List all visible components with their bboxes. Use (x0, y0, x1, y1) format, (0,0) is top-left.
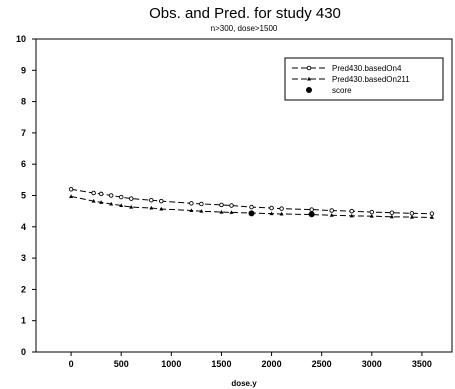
data-point (149, 197, 154, 203)
series-1 (68, 186, 435, 216)
data-point (118, 194, 124, 200)
data-point (369, 209, 375, 215)
y-tick-label: 1 (21, 316, 26, 326)
series-2 (69, 194, 434, 219)
data-point (369, 213, 374, 218)
legend-marker (306, 87, 312, 93)
data-point (248, 210, 255, 217)
data-point (219, 209, 224, 214)
x-axis: 0 500 1000 1500 2000 2500 3000 3500 (69, 352, 432, 369)
series-line (71, 188, 432, 215)
data-point (119, 203, 124, 208)
data-point (149, 205, 154, 210)
legend-marker (307, 76, 311, 81)
data-point (91, 190, 96, 196)
data-point (409, 214, 414, 219)
y-tick-label: 2 (21, 284, 26, 294)
legend: Pred430.basedOn4 Pred430.basedOn211 score (284, 57, 444, 101)
data-point (189, 201, 194, 206)
data-point (68, 186, 74, 192)
data-point (129, 204, 134, 209)
y-axis: 0 1 2 3 4 5 6 7 8 9 10 (16, 34, 36, 357)
data-point (279, 211, 284, 216)
data-point (269, 211, 274, 216)
data-point (109, 201, 114, 206)
series-layer (68, 186, 435, 219)
chart-subtitle: n>300, dose>1500 (211, 24, 278, 33)
data-point (309, 207, 314, 212)
legend-label: Pred430.basedOn211 (332, 75, 410, 84)
x-tick-label: 0 (69, 359, 74, 369)
y-tick-label: 10 (16, 34, 26, 44)
data-point (329, 208, 334, 213)
data-point (159, 198, 164, 204)
data-point (308, 211, 315, 218)
data-point (219, 202, 224, 208)
data-point (429, 211, 435, 216)
series-line (70, 195, 432, 218)
data-point (98, 191, 104, 197)
x-tick-label: 1000 (161, 359, 181, 369)
y-tick-label: 6 (21, 159, 26, 169)
legend-marker (306, 65, 312, 71)
y-tick-label: 7 (21, 128, 26, 138)
series-3 (248, 210, 315, 218)
x-tick-label: 500 (114, 359, 129, 369)
data-point (99, 200, 104, 204)
y-tick-label: 9 (21, 65, 26, 75)
data-point (229, 203, 234, 208)
data-point (269, 205, 274, 211)
data-point (249, 204, 254, 210)
data-point (409, 211, 415, 216)
data-point (199, 208, 204, 213)
data-point (229, 210, 234, 214)
legend-label: score (332, 86, 352, 95)
data-point (108, 193, 114, 198)
data-point (69, 194, 74, 198)
data-point (159, 206, 164, 211)
data-point (199, 201, 204, 207)
x-tick-label: 2000 (262, 359, 282, 369)
data-point (429, 215, 434, 219)
data-point (329, 213, 334, 217)
legend-label: Pred430.basedOn4 (332, 64, 402, 73)
data-point (349, 208, 355, 214)
data-point (128, 196, 134, 201)
y-tick-label: 0 (21, 347, 26, 357)
y-tick-label: 4 (21, 222, 26, 232)
x-tick-label: 3000 (362, 359, 382, 369)
x-tick-label: 1500 (211, 359, 231, 369)
x-tick-label: 2500 (312, 359, 332, 369)
y-tick-label: 8 (21, 97, 26, 107)
data-point (389, 214, 394, 219)
data-point (389, 210, 395, 215)
data-point (279, 206, 284, 211)
data-point (189, 208, 194, 213)
x-tick-label: 3500 (412, 359, 432, 369)
chart-title: Obs. and Pred. for study 430 (149, 5, 341, 22)
data-point (91, 198, 96, 203)
y-tick-label: 3 (21, 253, 26, 263)
x-axis-label: dose.y (231, 379, 257, 388)
data-point (349, 213, 354, 218)
y-tick-label: 5 (21, 191, 26, 201)
